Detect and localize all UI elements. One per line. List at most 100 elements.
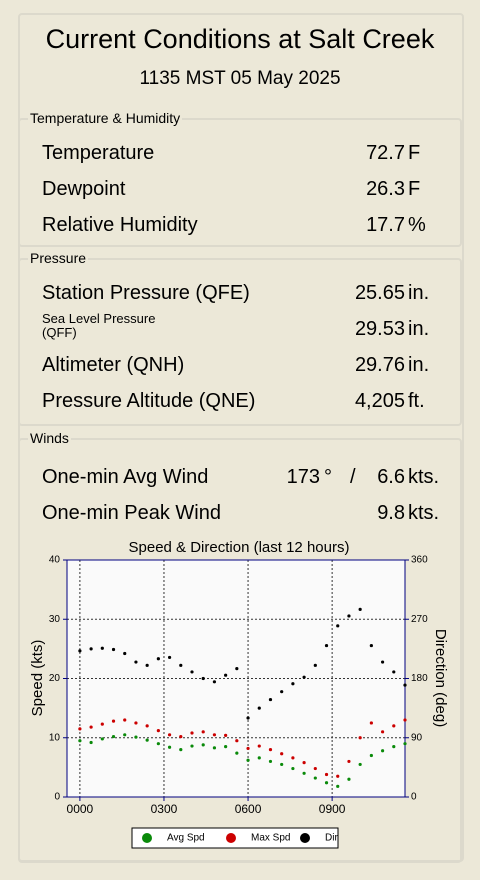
row: Dewpoint 26.3 F	[42, 178, 452, 202]
point	[291, 756, 295, 760]
point	[358, 607, 362, 611]
point	[257, 756, 261, 760]
point	[134, 660, 138, 664]
y2-tick-label: 0	[411, 792, 417, 803]
y2-axis-label: Direction (deg)	[432, 629, 449, 727]
y-tick-label: 20	[49, 673, 61, 684]
point	[145, 738, 149, 742]
point	[392, 670, 396, 674]
row-label: One-min Peak Wind	[42, 502, 221, 524]
point	[246, 746, 250, 751]
point	[212, 680, 217, 684]
x-tick-label: 0600	[235, 802, 262, 816]
row-value: 9.8	[377, 502, 405, 524]
point	[324, 781, 329, 785]
point	[347, 759, 351, 764]
row: Temperature 72.7 F	[42, 142, 452, 166]
point	[201, 743, 205, 747]
point	[246, 716, 250, 720]
point	[268, 748, 273, 752]
y2-tick-label: 360	[411, 555, 428, 566]
point	[145, 724, 149, 728]
point	[201, 730, 205, 734]
x-tick-label: 0900	[319, 802, 346, 816]
point	[336, 774, 340, 778]
point	[212, 733, 217, 737]
row-unit: in.	[408, 282, 430, 304]
section: Temperature & Humidity Temperature 72.7 F De…	[18, 110, 462, 247]
subtitle: 1135 MST 05 May 2025	[139, 68, 341, 89]
legend-marker	[300, 833, 310, 843]
point	[380, 749, 385, 753]
point	[257, 706, 261, 710]
point	[224, 733, 228, 737]
point	[167, 745, 172, 749]
point	[358, 762, 362, 767]
point	[100, 737, 104, 741]
plot-frame	[66, 559, 406, 798]
y2-tick-label: 180	[411, 673, 428, 684]
point	[392, 745, 396, 749]
row-unit: kts.	[408, 466, 440, 488]
point	[380, 730, 385, 734]
row-value: 29.76	[354, 354, 405, 376]
row-value: 6.6	[377, 466, 405, 488]
point	[111, 734, 116, 739]
point	[156, 657, 160, 661]
point	[235, 667, 239, 671]
row-label: One-min Avg Wind	[42, 466, 209, 488]
point	[89, 740, 93, 745]
point	[336, 624, 340, 628]
row-label: Dewpoint	[42, 178, 126, 200]
y2-tick-label: 270	[411, 614, 428, 625]
point	[403, 742, 407, 746]
point	[123, 651, 127, 656]
point	[179, 748, 183, 752]
row-label: Relative Humidity	[42, 214, 198, 236]
separator: /	[350, 466, 356, 488]
point	[313, 766, 317, 771]
section-title: Winds	[28, 430, 71, 446]
point	[78, 727, 82, 731]
row-value: 17.7	[366, 214, 405, 236]
point	[100, 722, 104, 726]
point	[246, 758, 250, 762]
x-tick-label: 0000	[67, 802, 94, 816]
point	[280, 752, 284, 756]
title: Current Conditions at Salt Creek	[45, 24, 435, 54]
point	[235, 739, 239, 743]
direction-value: 173	[286, 466, 320, 488]
row-value: 29.53	[354, 318, 405, 340]
point	[369, 721, 373, 725]
point	[302, 771, 306, 775]
point	[235, 751, 239, 755]
row-value: 72.7	[366, 142, 405, 164]
row: Station Pressure (QFE) 25.65 in.	[42, 282, 452, 306]
point	[78, 739, 82, 743]
row: Relative Humidity 17.7%	[42, 214, 452, 238]
point	[268, 759, 273, 764]
point	[302, 761, 306, 765]
point	[324, 643, 329, 648]
point	[380, 660, 385, 664]
point	[369, 753, 373, 758]
point	[190, 744, 194, 748]
point	[111, 647, 116, 652]
point	[324, 772, 329, 777]
legend-label: Max Spd	[251, 833, 290, 844]
row-unit: ft.	[408, 390, 425, 412]
x-tick-label: 0300	[151, 802, 178, 816]
y-tick-label: 30	[49, 614, 61, 625]
row-value: 25.65	[354, 282, 405, 304]
row: One-min Peak Wind 9.8 kts.	[42, 502, 452, 526]
row-unit: F	[408, 142, 421, 164]
point	[145, 663, 149, 667]
row-value: 4,205	[354, 390, 405, 412]
point	[100, 646, 104, 650]
section: Winds One-min Avg Wind 6.6 kts. 173 ° / One-min…	[18, 430, 462, 863]
row-unit: F	[408, 178, 421, 200]
legend-label: Avg Spd	[167, 833, 205, 844]
point	[156, 729, 160, 733]
point	[257, 744, 261, 748]
